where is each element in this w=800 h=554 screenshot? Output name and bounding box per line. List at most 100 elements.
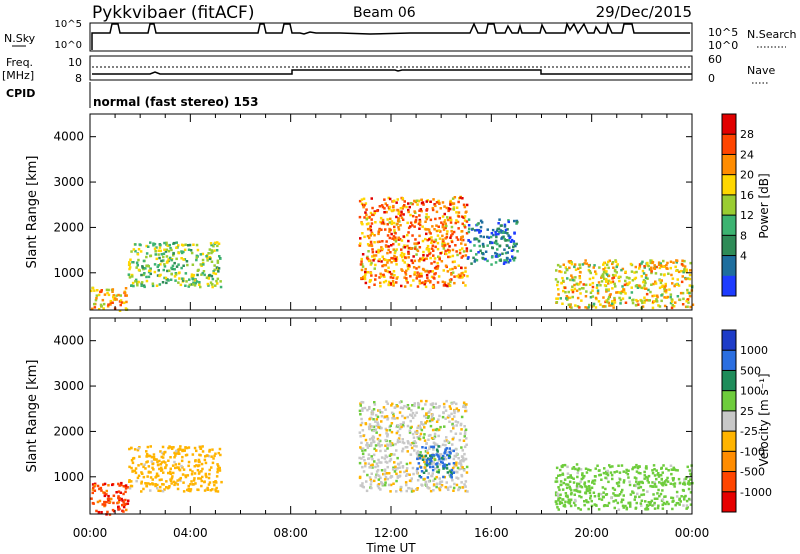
echo-cell	[167, 269, 171, 272]
echo-cell	[588, 303, 591, 307]
echo-cell	[409, 413, 412, 417]
echo-cell	[189, 249, 193, 252]
echo-cell	[458, 467, 461, 471]
echo-cell	[190, 273, 194, 276]
echo-cell	[401, 441, 404, 444]
echo-cell	[620, 268, 623, 272]
echo-cell	[456, 275, 459, 278]
echo-cell	[443, 244, 447, 247]
echo-cell	[678, 498, 681, 501]
echo-cell	[440, 221, 443, 224]
echo-cell	[439, 425, 442, 429]
echo-cell	[395, 431, 399, 435]
echo-cell	[368, 476, 372, 479]
echo-cell	[444, 249, 447, 253]
echo-cell	[681, 488, 685, 492]
echo-cell	[414, 430, 417, 434]
echo-cell	[182, 258, 185, 261]
echo-cell	[605, 263, 609, 266]
echo-cell	[401, 218, 405, 221]
echo-cell	[395, 256, 398, 259]
echo-cell	[146, 445, 150, 449]
echo-cell	[381, 247, 384, 251]
echo-cell	[445, 206, 448, 210]
echo-cell	[610, 473, 614, 477]
echo-cell	[195, 243, 199, 247]
echo-cell	[688, 294, 692, 298]
echo-cell	[377, 423, 380, 427]
echo-cell	[466, 490, 469, 493]
echo-cell	[172, 254, 175, 257]
echo-cell	[164, 466, 167, 469]
echo-cell	[363, 216, 366, 219]
echo-cell	[686, 465, 689, 469]
echo-cell	[430, 415, 434, 419]
echo-cell	[496, 255, 499, 258]
echo-cell	[443, 205, 446, 208]
echo-cell	[647, 288, 650, 292]
echo-cell	[444, 443, 447, 447]
echo-cell	[409, 275, 412, 278]
echo-cell	[449, 485, 452, 489]
echo-cell	[430, 239, 434, 242]
echo-cell	[394, 238, 398, 242]
echo-cell	[401, 255, 404, 259]
y-tick-label: 1000	[53, 266, 84, 280]
echo-cell	[607, 288, 610, 291]
echo-cell	[503, 223, 507, 227]
echo-cell	[460, 459, 464, 462]
echo-cell	[494, 242, 498, 245]
echo-cell	[437, 459, 440, 462]
echo-cell	[368, 405, 371, 409]
echo-cell	[620, 290, 624, 293]
echo-cell	[579, 266, 582, 269]
echo-cell	[191, 278, 195, 281]
echo-cell	[176, 479, 179, 482]
echo-cell	[399, 461, 403, 464]
echo-cell	[207, 476, 211, 480]
echo-cell	[441, 223, 445, 226]
echo-cell	[441, 225, 445, 229]
echo-cell	[421, 239, 425, 243]
echo-cell	[558, 488, 561, 492]
echo-cell	[390, 232, 393, 236]
echo-cell	[582, 283, 585, 286]
echo-cell	[378, 461, 381, 464]
echo-cell	[206, 486, 209, 490]
echo-cell	[105, 489, 108, 493]
echo-cell	[590, 499, 593, 503]
echo-cell	[451, 202, 455, 206]
echo-cell	[415, 267, 418, 270]
echo-cell	[407, 226, 411, 230]
echo-cell	[446, 471, 450, 474]
echo-cell	[437, 229, 441, 232]
echo-cell	[377, 474, 381, 478]
echo-cell	[600, 478, 603, 481]
echo-cell	[217, 267, 221, 270]
echo-cell	[184, 475, 188, 479]
echo-cell	[423, 282, 426, 286]
echo-cell	[392, 284, 395, 287]
echo-cell	[420, 428, 424, 432]
echo-cell	[184, 284, 187, 287]
nave-tick-bottom: 0	[708, 72, 715, 85]
echo-cell	[118, 507, 121, 511]
echo-cell	[417, 199, 420, 203]
echo-cell	[403, 261, 406, 264]
echo-cell	[414, 238, 417, 241]
echo-cell	[506, 232, 509, 235]
echo-cell	[464, 409, 467, 413]
echo-cell	[204, 474, 208, 477]
echo-cell	[464, 406, 467, 409]
echo-cell	[453, 260, 456, 263]
echo-cell	[187, 248, 191, 251]
echo-cell	[390, 222, 393, 226]
echo-cell	[422, 254, 425, 257]
echo-cell	[459, 432, 462, 435]
echo-cell	[381, 264, 384, 268]
echo-cell	[576, 305, 580, 308]
echo-cell	[462, 250, 466, 253]
echo-cell	[461, 238, 464, 242]
echo-cell	[655, 469, 658, 472]
echo-cell	[424, 457, 427, 461]
